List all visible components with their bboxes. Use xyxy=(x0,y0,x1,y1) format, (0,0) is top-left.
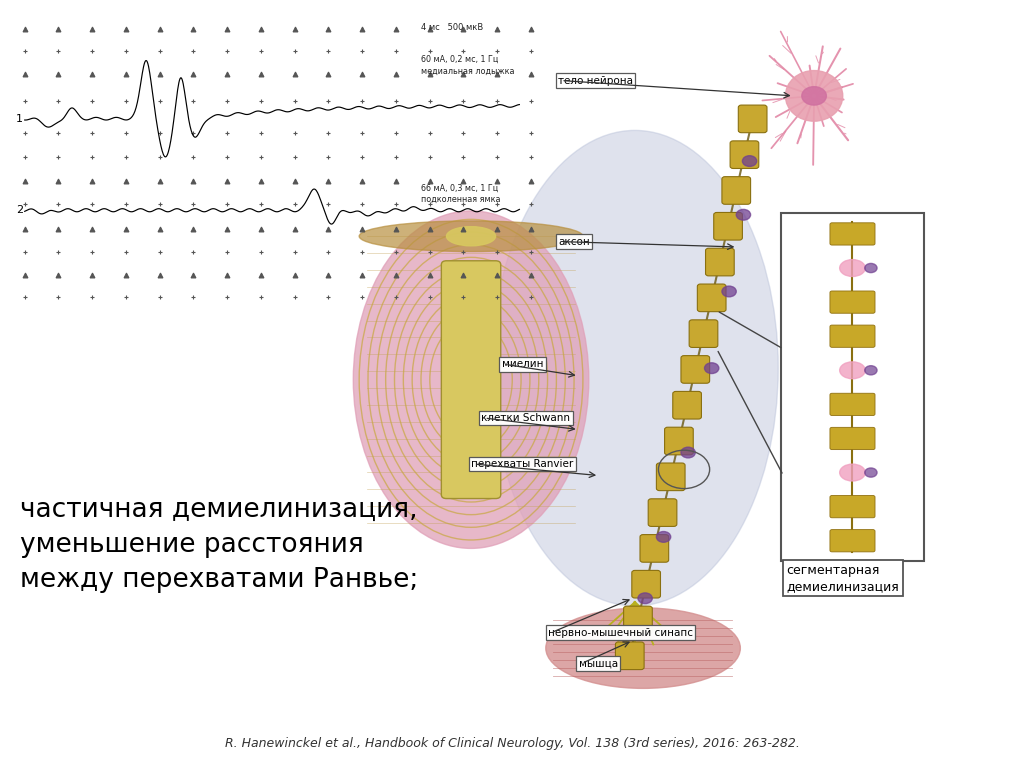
FancyBboxPatch shape xyxy=(615,642,644,670)
FancyBboxPatch shape xyxy=(640,535,669,562)
Ellipse shape xyxy=(785,71,843,121)
Text: 4 мс   500 мкВ: 4 мс 500 мкВ xyxy=(421,23,483,31)
Circle shape xyxy=(681,447,695,458)
Text: 2: 2 xyxy=(16,206,24,216)
FancyBboxPatch shape xyxy=(632,571,660,598)
Text: 1: 1 xyxy=(16,114,23,123)
FancyBboxPatch shape xyxy=(665,427,693,455)
Text: R. Hanewinckel et al., Handbook of Clinical Neurology, Vol. 138 (3rd series), 20: R. Hanewinckel et al., Handbook of Clini… xyxy=(224,737,800,750)
Text: нервно-мышечный синапс: нервно-мышечный синапс xyxy=(548,627,693,638)
Text: миелин: миелин xyxy=(502,359,544,370)
FancyBboxPatch shape xyxy=(681,356,710,384)
Circle shape xyxy=(736,209,751,220)
FancyBboxPatch shape xyxy=(829,325,874,347)
FancyBboxPatch shape xyxy=(689,320,718,347)
Ellipse shape xyxy=(840,259,865,276)
Text: клетки Schwann: клетки Schwann xyxy=(481,413,570,423)
Text: перехваты Ranvier: перехваты Ranvier xyxy=(471,459,573,469)
Text: мышца: мышца xyxy=(579,658,617,669)
FancyBboxPatch shape xyxy=(738,105,767,133)
Ellipse shape xyxy=(840,362,865,379)
FancyBboxPatch shape xyxy=(624,606,652,634)
Text: 60 мА, 0,2 мс, 1 Гц
медиальная лодыжка: 60 мА, 0,2 мс, 1 Гц медиальная лодыжка xyxy=(421,55,514,76)
Text: частичная демиелинизация,
уменьшение расстояния
между перехватами Ранвье;: частичная демиелинизация, уменьшение рас… xyxy=(20,496,419,593)
Text: тело нейрона: тело нейрона xyxy=(558,75,633,86)
Circle shape xyxy=(802,87,826,105)
FancyBboxPatch shape xyxy=(829,291,874,313)
Circle shape xyxy=(864,263,877,272)
Circle shape xyxy=(638,593,652,604)
FancyBboxPatch shape xyxy=(829,495,874,518)
Text: 66 мА, 0,3 мс, 1 Гц
подколенная ямка: 66 мА, 0,3 мс, 1 Гц подколенная ямка xyxy=(421,183,501,204)
Ellipse shape xyxy=(359,221,583,252)
FancyBboxPatch shape xyxy=(714,212,742,240)
Circle shape xyxy=(864,366,877,375)
FancyBboxPatch shape xyxy=(829,529,874,552)
FancyBboxPatch shape xyxy=(722,176,751,204)
FancyBboxPatch shape xyxy=(829,427,874,449)
Ellipse shape xyxy=(492,130,778,606)
Circle shape xyxy=(656,532,671,542)
FancyBboxPatch shape xyxy=(829,222,874,245)
FancyBboxPatch shape xyxy=(648,499,677,526)
Ellipse shape xyxy=(446,227,496,245)
Text: аксон: аксон xyxy=(558,236,590,247)
Circle shape xyxy=(864,468,877,477)
Circle shape xyxy=(742,156,757,166)
Ellipse shape xyxy=(546,607,740,689)
Circle shape xyxy=(722,286,736,297)
Circle shape xyxy=(705,363,719,374)
Ellipse shape xyxy=(840,464,865,481)
FancyBboxPatch shape xyxy=(781,213,924,561)
FancyBboxPatch shape xyxy=(441,261,501,499)
FancyBboxPatch shape xyxy=(697,284,726,311)
FancyBboxPatch shape xyxy=(673,391,701,419)
FancyBboxPatch shape xyxy=(829,393,874,416)
FancyBboxPatch shape xyxy=(730,141,759,169)
FancyBboxPatch shape xyxy=(706,249,734,276)
Text: сегментарная
демиелинизация: сегментарная демиелинизация xyxy=(786,564,899,593)
Ellipse shape xyxy=(353,211,589,548)
FancyBboxPatch shape xyxy=(656,463,685,491)
